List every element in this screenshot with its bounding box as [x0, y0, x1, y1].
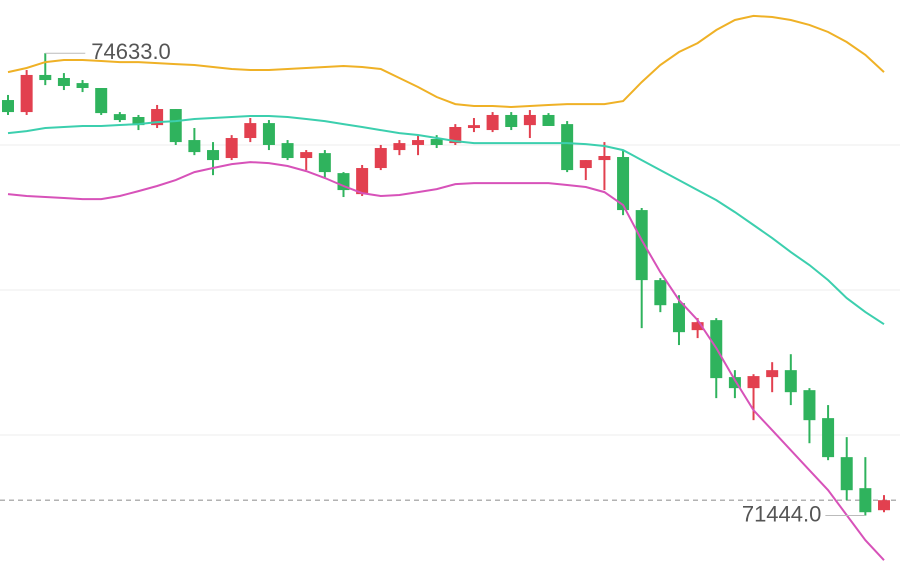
band-line — [7, 115, 885, 326]
candle-body — [393, 143, 406, 151]
candle-body — [747, 376, 760, 389]
annotation-label: 74633.0 — [91, 39, 171, 64]
candle-body — [598, 156, 611, 161]
candle-body — [132, 117, 145, 126]
candle-body — [766, 370, 779, 378]
candle-body — [300, 152, 313, 159]
candle-body — [561, 124, 574, 171]
candle-body — [169, 109, 182, 143]
candle-body — [244, 123, 257, 139]
candle-body — [840, 457, 853, 491]
candle-body — [822, 418, 835, 458]
candle-body — [784, 370, 797, 393]
candle-body — [281, 143, 294, 159]
candle-body — [505, 114, 518, 128]
candle-body — [2, 100, 14, 113]
candle-body — [113, 114, 126, 121]
candle-body — [654, 280, 667, 306]
candle-body — [39, 74, 52, 81]
candle-body — [412, 140, 425, 145]
candle-body — [672, 303, 685, 333]
candle-body — [467, 125, 480, 129]
candle-body — [878, 500, 890, 511]
candle-body — [356, 168, 369, 195]
candle-body — [20, 74, 33, 113]
candle-body — [617, 157, 630, 211]
candle-body — [728, 377, 741, 389]
candle-body — [579, 160, 592, 169]
candle-body — [188, 140, 201, 153]
candle-body — [225, 138, 238, 159]
band-line — [7, 161, 885, 561]
candle-body — [76, 83, 89, 89]
candle-body — [859, 488, 872, 513]
candle-body — [262, 123, 275, 145]
candle-body — [207, 150, 220, 161]
annotation-label: 71444.0 — [742, 501, 822, 526]
candle-body — [542, 114, 555, 126]
candle-body — [95, 88, 108, 114]
candle-body — [691, 322, 704, 331]
candle-body — [635, 210, 648, 281]
candle-body — [449, 127, 462, 144]
candle-body — [430, 139, 443, 145]
band-line — [7, 14, 885, 109]
candle-body — [374, 148, 387, 169]
candle-body — [57, 78, 70, 86]
candle-body — [523, 114, 536, 126]
candle-body — [337, 173, 350, 191]
candle-body — [486, 114, 499, 131]
candle-body — [803, 390, 816, 421]
candle-body — [318, 153, 331, 173]
